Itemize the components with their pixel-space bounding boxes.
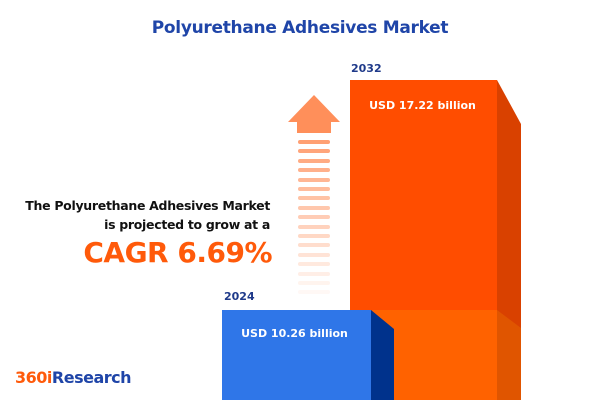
arrow-stripe	[298, 281, 330, 285]
arrow-stripe	[298, 168, 330, 173]
arrow-stripe	[298, 271, 330, 276]
arrow-stripe	[298, 252, 330, 257]
bar-label-2024: USD 10.26 billion	[241, 327, 348, 340]
cagr-value: CAGR 6.69%	[83, 236, 272, 269]
arrow-stripe	[298, 262, 330, 267]
year-label-2024: 2024	[224, 290, 255, 303]
description-line-1: The Polyurethane Adhesives Market	[25, 198, 270, 213]
arrow-stripe	[298, 234, 330, 238]
up-arrow-icon	[288, 95, 340, 133]
description-line-2: is projected to grow at a	[104, 217, 270, 232]
bar-2032-side	[497, 80, 521, 400]
arrow-stripe	[298, 158, 330, 163]
arrow-stripe	[298, 196, 330, 201]
arrow-stripe	[298, 215, 330, 220]
arrow-stripe	[298, 290, 330, 295]
arrow-stripe	[298, 149, 330, 154]
arrow-stripe	[298, 187, 330, 191]
arrow-stripe	[298, 205, 330, 210]
arrow-stripe	[298, 224, 330, 229]
arrow-stripe	[298, 177, 330, 182]
description: The Polyurethane Adhesives Market is pro…	[25, 196, 270, 234]
bar-2024	[222, 310, 371, 400]
bar-label-2032: USD 17.22 billion	[369, 99, 476, 112]
logo: 360iResearch	[15, 368, 132, 387]
chart-title: Polyurethane Adhesives Market	[151, 18, 449, 38]
bar-2024-side	[371, 310, 394, 400]
logo-part-1: 360i	[15, 368, 52, 387]
arrow-stripe	[298, 243, 330, 248]
arrow-stripe	[298, 140, 330, 144]
year-label-2032: 2032	[351, 62, 382, 75]
logo-part-2: Research	[51, 368, 132, 387]
